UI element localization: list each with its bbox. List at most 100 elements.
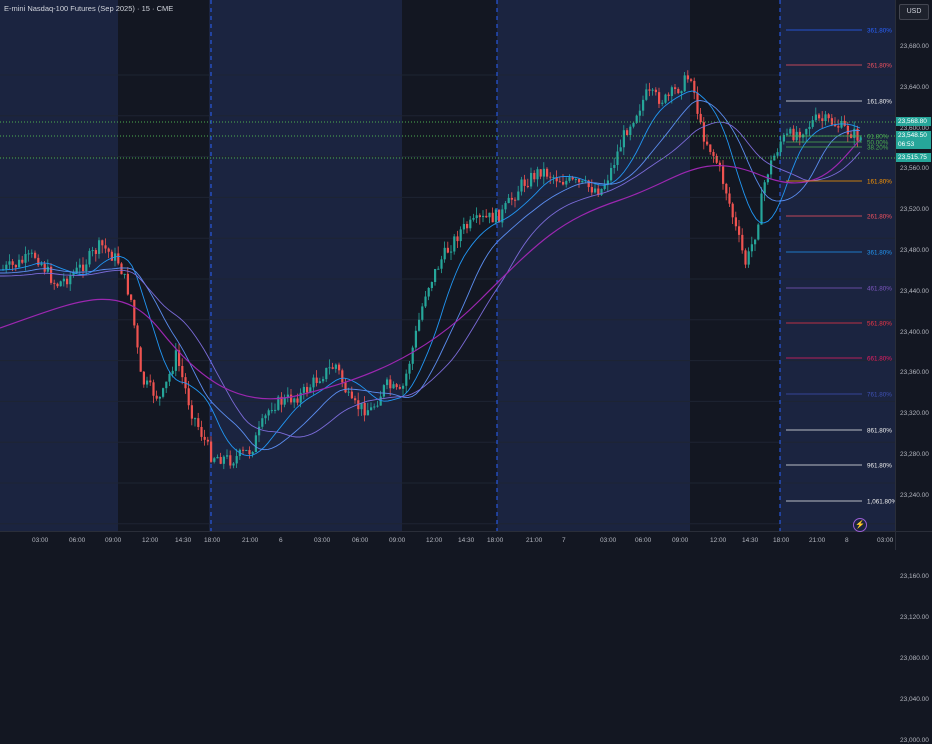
candle-body	[427, 287, 430, 297]
candle-body	[856, 128, 859, 141]
candle-body	[523, 179, 526, 186]
candle-body	[133, 299, 136, 326]
candle-body	[123, 273, 126, 275]
candle-body	[18, 259, 21, 268]
candle-body	[66, 278, 69, 285]
candle-body	[174, 350, 177, 371]
candle-body	[536, 169, 539, 180]
candle-body	[222, 456, 225, 464]
fib-level-label: 861.80%	[867, 428, 892, 435]
candle-body	[27, 253, 30, 255]
candle-body	[638, 110, 641, 116]
candle-body	[619, 147, 622, 152]
candle-body	[392, 384, 395, 389]
candle-body	[149, 380, 152, 383]
candle-body	[43, 263, 46, 272]
candle-body	[757, 224, 760, 240]
candle-body	[706, 141, 709, 145]
candle-body	[651, 89, 654, 91]
candle-body	[520, 179, 523, 192]
candle-body	[283, 397, 286, 405]
candle-body	[478, 215, 481, 218]
candle-body	[293, 398, 296, 403]
candle-body	[587, 180, 590, 188]
candle-body	[405, 373, 408, 386]
candle-body	[158, 396, 161, 399]
candle-body	[155, 395, 158, 399]
candlestick-chart[interactable]: 361.80% 261.80% 161.80% 61.80%50.00%38.20% 1…	[0, 0, 895, 531]
time-axis[interactable]: 503:0006:0009:0012:0014:3018:0021:00603:…	[0, 531, 895, 550]
price-tick-label: 23,440.00	[900, 287, 929, 295]
candle-body	[606, 180, 609, 185]
candle-body	[24, 254, 27, 263]
candle-body	[216, 456, 219, 459]
candle-body	[350, 391, 353, 399]
candle-body	[814, 114, 817, 121]
candle-body	[677, 88, 680, 94]
time-tick-label: 7	[562, 537, 566, 544]
price-tick-label: 23,600.00	[900, 124, 929, 132]
candle-body	[741, 234, 744, 251]
candle-body	[264, 415, 267, 419]
candle-body	[373, 406, 376, 408]
price-tag-current-price: 23,548.50	[896, 131, 931, 140]
candle-body	[312, 377, 315, 388]
candle-body	[418, 319, 421, 331]
candle-body	[347, 391, 350, 393]
candle-body	[504, 203, 507, 210]
candle-body	[510, 197, 513, 200]
candle-body	[181, 365, 184, 378]
candle-body	[702, 122, 705, 142]
time-tick-label: 09:00	[389, 537, 406, 544]
fib-level-label: 761.80%	[867, 392, 892, 399]
candle-body	[789, 128, 792, 134]
candle-body	[258, 426, 261, 436]
candle-body	[690, 79, 693, 81]
price-tick-label: 23,640.00	[900, 83, 929, 91]
candle-body	[834, 124, 837, 127]
candle-body	[315, 377, 318, 383]
candle-body	[219, 456, 222, 464]
time-tick-label: 09:00	[105, 537, 122, 544]
time-tick-label: 21:00	[242, 537, 259, 544]
candle-body	[482, 215, 485, 218]
fib-level-label: 661.80%	[867, 356, 892, 363]
fib-level-label: 361.80%	[867, 250, 892, 257]
candle-body	[242, 449, 245, 451]
candle-body	[56, 283, 59, 287]
time-tick-label: 06:00	[69, 537, 86, 544]
chart-plot-area[interactable]: 361.80% 261.80% 161.80% 61.80% 50.00% 38.20% 1…	[0, 0, 895, 531]
candle-body	[853, 128, 856, 138]
candle-body	[718, 162, 721, 167]
candle-body	[213, 458, 216, 462]
price-tick-label: 23,520.00	[900, 206, 929, 214]
price-tick-label: 23,240.00	[900, 491, 929, 499]
candle-body	[69, 275, 72, 285]
time-tick-label: 6	[279, 537, 283, 544]
candle-body	[382, 385, 385, 397]
candle-body	[450, 251, 453, 253]
candle-body	[632, 122, 635, 127]
currency-button[interactable]: USD	[899, 4, 929, 20]
time-tick-label: 18:00	[204, 537, 221, 544]
candle-body	[731, 203, 734, 218]
candle-body	[581, 180, 584, 183]
candle-body	[408, 363, 411, 374]
candle-body	[498, 209, 501, 223]
candle-body	[21, 259, 24, 263]
candle-body	[152, 382, 155, 396]
candle-body	[808, 126, 811, 129]
time-tick-label: 18:00	[487, 537, 504, 544]
candle-body	[363, 402, 366, 416]
candle-body	[715, 155, 718, 163]
candle-body	[341, 370, 344, 383]
candle-body	[760, 193, 763, 225]
lightning-icon[interactable]: ⚡	[853, 518, 867, 532]
candle-body	[805, 128, 808, 135]
candle-body	[344, 382, 347, 393]
candle-body	[670, 87, 673, 96]
candle-body	[40, 263, 43, 266]
price-axis[interactable]: 23,680.00 23,640.00 23,600.00 23,560.00 23,5…	[895, 0, 932, 744]
candle-body	[62, 278, 65, 282]
